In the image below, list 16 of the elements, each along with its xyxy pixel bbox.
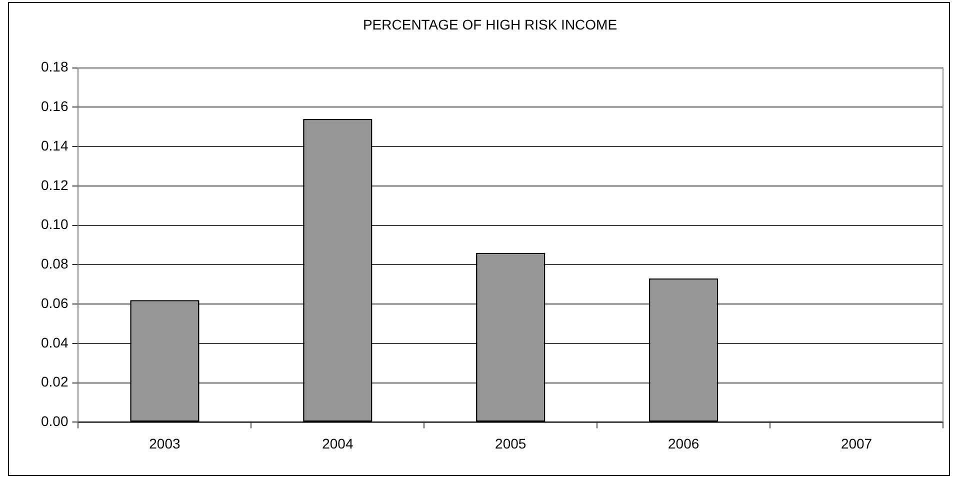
x-tick-label: 2004 xyxy=(322,435,354,452)
x-tick-label: 2006 xyxy=(668,435,700,452)
y-tick-label: 0.14 xyxy=(41,137,68,154)
y-tick-label: 0.00 xyxy=(41,413,68,430)
y-tick-label: 0.02 xyxy=(41,374,68,390)
y-tick-label: 0.12 xyxy=(41,176,68,193)
x-tick-label: 2007 xyxy=(840,435,872,452)
y-tick-label: 0.04 xyxy=(41,334,68,350)
x-tick-label: 2005 xyxy=(495,435,526,452)
chart-title: PERCENTAGE OF HIGH RISK INCOME xyxy=(362,16,618,32)
y-tick-label: 0.10 xyxy=(41,216,68,232)
y-tick-label: 0.06 xyxy=(41,294,68,311)
x-tick-label: 2003 xyxy=(149,435,181,452)
y-tick-label: 0.18 xyxy=(41,58,68,75)
y-tick-label: 0.16 xyxy=(41,98,68,114)
y-tick-label: 0.08 xyxy=(41,256,68,272)
